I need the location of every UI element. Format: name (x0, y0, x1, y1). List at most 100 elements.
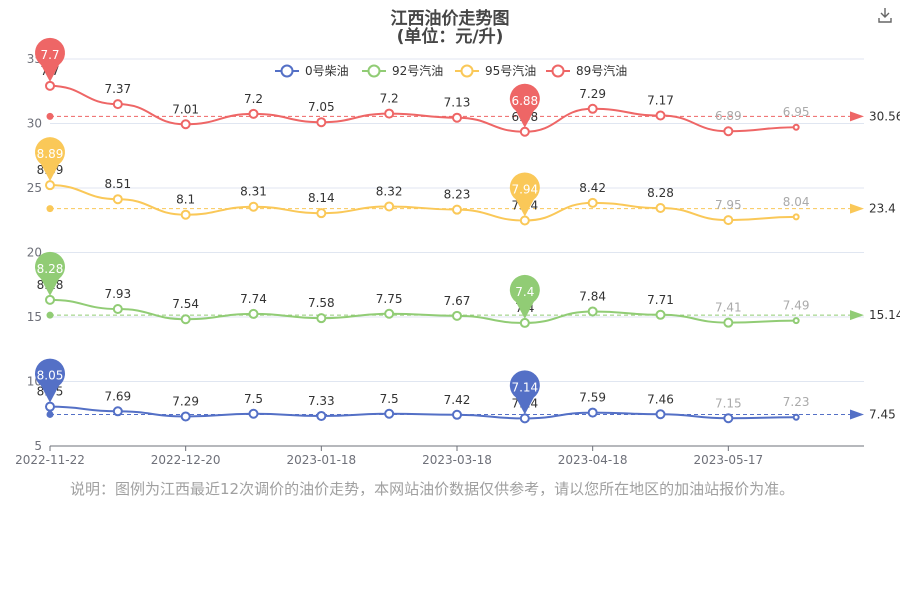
data-label: 7.69 (104, 389, 131, 403)
pin-shape (35, 358, 65, 403)
chart-subtitle: (单位：元/升) (396, 27, 504, 47)
data-point (45, 180, 55, 191)
data-point (45, 80, 55, 91)
max-marker-pin: 7.7 (35, 37, 65, 82)
data-label: 8.42 (579, 181, 606, 195)
data-point (45, 294, 55, 305)
average-arrow (850, 409, 864, 420)
data-label: 7.2 (380, 92, 399, 106)
pin-shape (509, 83, 540, 128)
min-marker-pin: 6.88 (509, 83, 540, 128)
data-label: 7.2 (244, 92, 263, 106)
y-tick-label: 25 (27, 181, 42, 195)
data-label: 7.54 (172, 297, 199, 311)
average-label: 23.4 (869, 202, 896, 216)
max-marker-pin: 8.05 (35, 358, 65, 403)
data-label: 7.5 (244, 392, 263, 406)
data-label: 7.42 (444, 393, 471, 407)
data-label: 7.33 (308, 394, 335, 408)
data-label: 7.46 (647, 392, 674, 406)
series-line (49, 184, 797, 222)
data-point (519, 126, 530, 137)
data-point (384, 108, 395, 119)
data-point (587, 197, 598, 208)
data-label: 8.1 (176, 193, 195, 207)
data-point (248, 408, 259, 419)
data-point (45, 401, 55, 412)
average-start-dot (46, 311, 54, 319)
data-point (180, 119, 191, 130)
average-label: 30.56 (869, 109, 900, 123)
data-label: 8.51 (104, 177, 131, 191)
data-label: 7.5 (380, 392, 399, 406)
data-point (519, 413, 530, 424)
data-label: 7.41 (715, 301, 742, 315)
data-label: 7.05 (308, 100, 335, 114)
data-point (723, 317, 734, 328)
data-label: 7.75 (376, 292, 403, 306)
data-point (112, 194, 123, 205)
data-label: 7.93 (104, 287, 131, 301)
legend-item: 95号汽油 (455, 63, 536, 78)
pin-shape (35, 137, 65, 182)
data-point (384, 408, 395, 419)
pin-shape (509, 172, 540, 217)
pin-label: 6.88 (511, 94, 538, 108)
data-point (316, 410, 327, 421)
series-line (49, 298, 797, 324)
data-label: 7.37 (104, 82, 131, 96)
pin-label: 8.05 (37, 369, 64, 383)
y-tick-label: 5 (34, 439, 42, 453)
data-label: 7.74 (240, 292, 267, 306)
data-point (587, 407, 598, 418)
data-point (587, 103, 598, 114)
pin-label: 7.94 (511, 183, 538, 197)
data-point (655, 202, 666, 213)
series-line (49, 84, 797, 133)
data-label: 7.49 (783, 299, 810, 313)
data-point (384, 201, 395, 212)
average-label: 15.14 (869, 308, 900, 322)
data-point (180, 411, 191, 422)
data-point (452, 310, 462, 321)
data-point (452, 204, 462, 215)
legend-label: 95号汽油 (485, 63, 536, 78)
legend-marker (280, 64, 294, 78)
pin-label: 7.4 (515, 285, 534, 299)
data-label: 7.17 (647, 94, 674, 108)
y-tick-label: 30 (27, 117, 42, 131)
pin-shape (509, 370, 540, 415)
data-label: 6.89 (715, 109, 742, 123)
data-label: 7.58 (308, 296, 335, 310)
data-point (316, 208, 327, 219)
max-marker-pin: 8.89 (35, 137, 65, 182)
data-point (519, 317, 530, 328)
pin-label: 8.28 (37, 262, 64, 276)
data-label: 8.31 (240, 185, 267, 199)
data-label: 7.29 (172, 394, 199, 408)
data-point (792, 123, 800, 131)
data-point (112, 304, 123, 315)
series-line (49, 405, 797, 420)
data-label: 6.95 (783, 105, 810, 119)
data-point (723, 413, 734, 424)
average-label: 7.45 (869, 407, 896, 421)
average-arrow (850, 203, 864, 214)
download-icon[interactable] (876, 6, 894, 24)
average-start-dot (46, 205, 54, 213)
chart-note: 说明：图例为江西最近12次调价的油价走势，本网站油价数据仅供参考，请以您所在地区… (70, 480, 795, 498)
legend-label: 0号柴油 (305, 64, 349, 78)
chart-title: 江西油价走势图 (390, 9, 510, 29)
data-point (723, 126, 734, 137)
data-label: 7.23 (783, 395, 810, 409)
data-label: 7.71 (647, 293, 674, 307)
y-tick-label: 20 (27, 246, 42, 260)
pin-label: 8.89 (37, 147, 64, 161)
data-label: 7.01 (172, 102, 199, 116)
average-arrow (850, 111, 864, 122)
data-point (519, 215, 530, 226)
x-tick-label: 2023-04-18 (558, 453, 628, 467)
data-point (452, 409, 462, 420)
data-label: 8.23 (444, 188, 471, 202)
legend-item: 92号汽油 (362, 63, 443, 78)
